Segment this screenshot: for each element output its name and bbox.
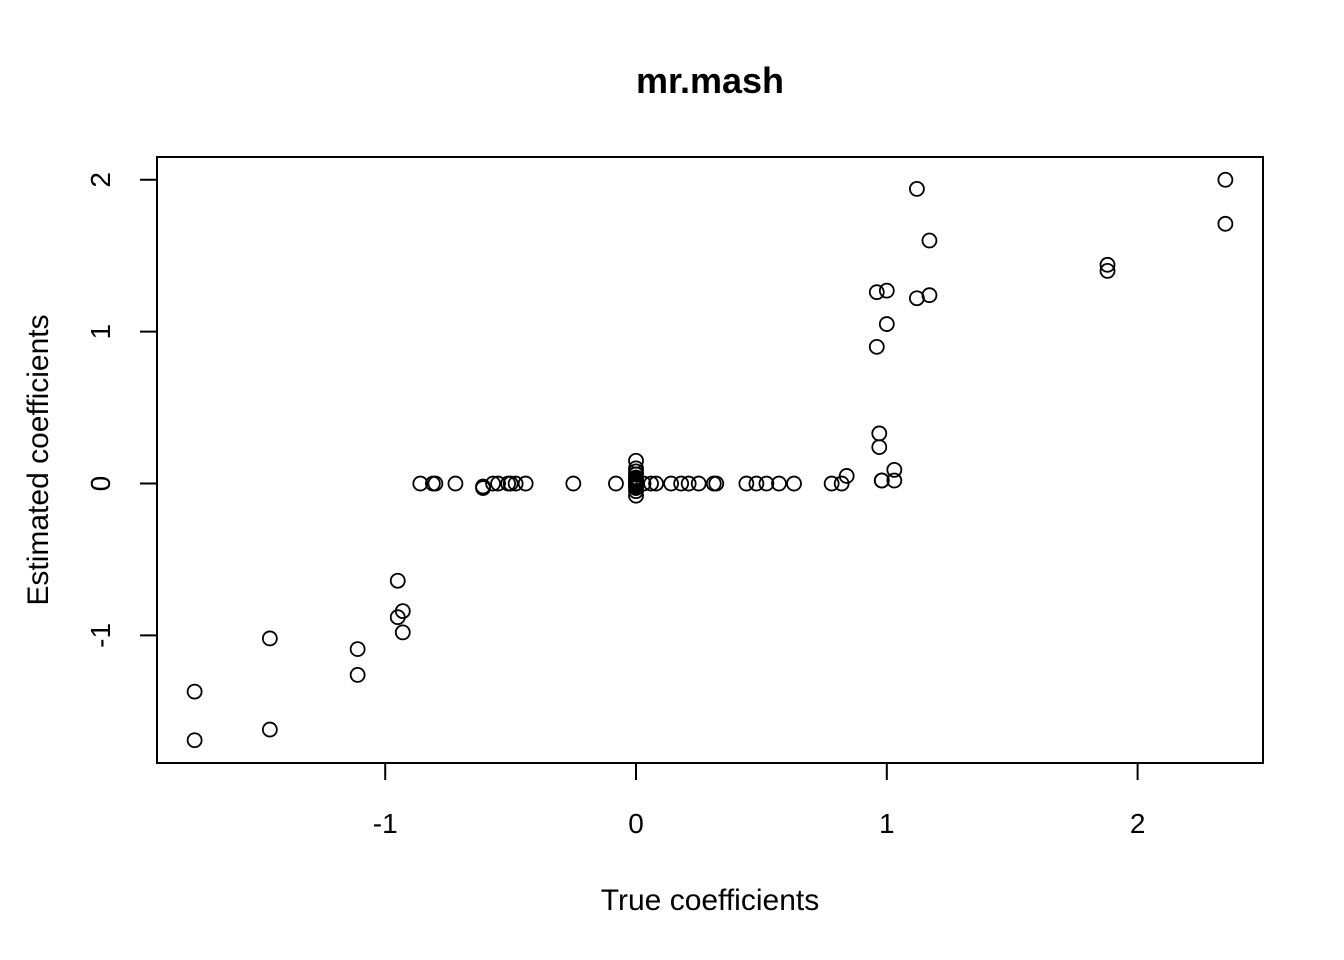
data-point [748,475,765,492]
chart-title: mr.mash [636,60,784,101]
y-tick-label: -1 [85,623,116,648]
y-tick-label: 1 [85,324,116,340]
y-axis-label: Estimated coefficients [22,314,55,605]
data-point [690,475,707,492]
data-point [447,475,464,492]
x-tick-label: 1 [879,808,895,839]
data-point [868,284,885,301]
data-point [517,475,534,492]
data-point [485,475,501,492]
data-point [921,287,938,304]
data-point [1099,263,1116,279]
data-point [475,478,491,495]
data-point [643,475,659,492]
data-point [680,475,697,492]
data-point [635,475,652,492]
data-point [771,475,787,492]
data-point [565,475,582,492]
data-point [261,630,278,647]
data-point [502,475,519,492]
x-axis: -1 0 1 2 [373,763,1146,839]
data-point [823,475,840,492]
data-point [708,475,725,492]
data-point [871,425,888,442]
data-point [394,603,411,620]
data-point [868,338,885,355]
data-point [758,475,775,492]
data-point [186,683,203,700]
data-point [608,475,624,492]
x-tick-label: -1 [373,808,398,839]
data-point [786,475,802,492]
data-point [349,641,366,657]
data-point [1099,256,1116,273]
data-point [838,468,855,484]
data-point [738,475,755,492]
data-point [1217,171,1234,188]
data-point [648,475,664,492]
data-point [871,439,888,455]
data-point [394,624,411,641]
y-axis: -1 0 1 2 [85,172,157,648]
data-point [427,475,444,492]
data-point [909,180,925,197]
y-tick-label: 2 [85,172,116,188]
x-tick-label: 0 [628,808,644,839]
x-axis-label: True coefficients [601,884,819,917]
y-tick-label: 0 [85,476,116,492]
data-point [1217,215,1234,232]
data-point [490,475,506,492]
data-point [186,732,203,749]
data-point [389,572,406,589]
data-point [886,472,903,489]
data-point [886,461,903,478]
data-point [412,475,429,492]
data-point [663,475,680,492]
data-point [261,721,278,738]
data-points [186,171,1234,749]
data-point [873,472,890,489]
data-point [673,475,690,492]
data-point [507,475,524,492]
data-point [349,667,366,683]
data-point [921,232,938,249]
x-tick-label: 2 [1130,808,1146,839]
data-point [628,487,644,504]
data-point [878,316,895,332]
data-point [878,282,895,299]
plot-frame [156,156,1264,764]
